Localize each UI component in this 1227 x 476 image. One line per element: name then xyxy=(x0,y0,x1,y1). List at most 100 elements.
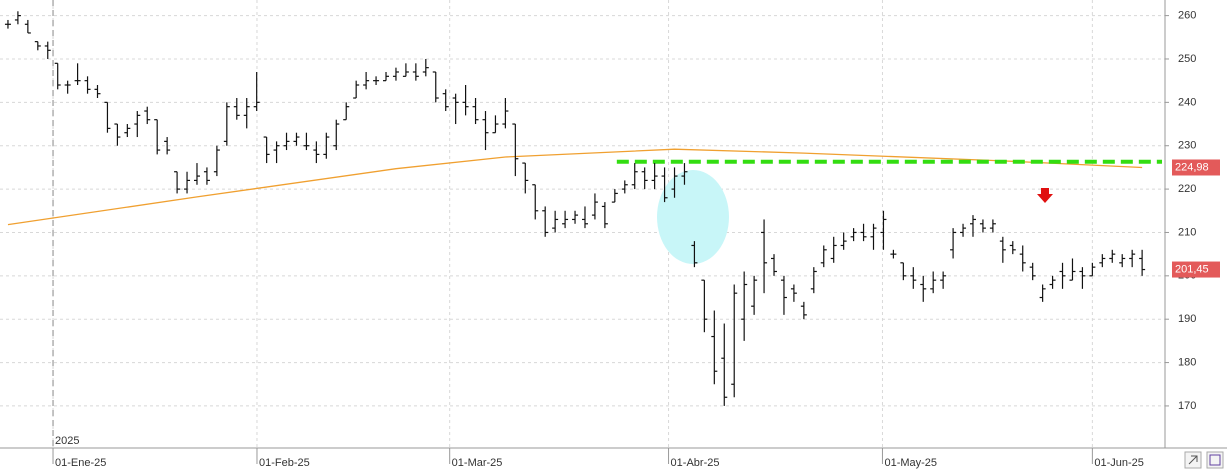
y-tick-label: 180 xyxy=(1178,356,1196,368)
ohlc-bar xyxy=(671,167,678,198)
x-tick-label: 01-Ene-25 xyxy=(55,457,106,469)
ohlc-bar xyxy=(890,249,897,259)
ohlc-bar xyxy=(263,136,270,164)
ohlc-bar xyxy=(174,171,181,194)
ohlc-bar xyxy=(950,228,957,259)
ohlc-bar xyxy=(621,180,628,194)
ohlc-bar xyxy=(1029,262,1036,281)
ohlc-bar xyxy=(611,189,618,203)
ohlc-bar xyxy=(373,76,380,86)
y-tick-label: 240 xyxy=(1178,96,1196,108)
ohlc-bar xyxy=(701,279,708,333)
ohlc-bar xyxy=(422,58,429,77)
ohlc-bar xyxy=(840,232,847,250)
ohlc-bar xyxy=(184,171,191,194)
ohlc-bar xyxy=(203,167,210,185)
x-tick-label: 01-Mar-25 xyxy=(452,457,503,469)
ohlc-bar xyxy=(383,71,390,82)
ohlc-bar xyxy=(691,241,698,268)
ohlc-bar xyxy=(751,275,758,315)
save-icon xyxy=(1209,454,1221,466)
ohlc-bar xyxy=(363,71,370,90)
ohlc-bar xyxy=(84,76,91,94)
ohlc-bar xyxy=(124,124,131,138)
ohlc-bar xyxy=(512,123,519,177)
ohlc-bar xyxy=(850,228,857,242)
ohlc-bar xyxy=(412,63,419,81)
x-tick-label: 01-Jun-25 xyxy=(1094,457,1144,469)
ohlc-bar xyxy=(979,219,986,233)
ohlc-bar xyxy=(721,323,728,406)
ohlc-bar xyxy=(134,111,141,138)
ohlc-bar xyxy=(273,141,280,164)
price-label: 224,98 xyxy=(1175,161,1209,173)
ohlc-bar xyxy=(193,163,200,185)
ohlc-bar xyxy=(24,19,31,34)
ohlc-bar xyxy=(1129,249,1136,268)
ohlc-bar xyxy=(810,267,817,294)
ohlc-bar xyxy=(144,106,151,125)
ohlc-bar xyxy=(164,137,171,155)
ohlc-bar xyxy=(969,215,976,237)
ohlc-bar xyxy=(233,98,240,120)
y-tick-label: 230 xyxy=(1178,140,1196,152)
highlight xyxy=(657,170,729,264)
ohlc-bar xyxy=(651,163,658,190)
ohlc-bar xyxy=(1079,267,1086,289)
ohlc-bar xyxy=(392,67,399,81)
ohlc-bar xyxy=(34,41,41,51)
ohlc-bar xyxy=(1059,262,1066,289)
ohlc-bar xyxy=(213,145,220,177)
ohlc-bar xyxy=(542,206,549,237)
ohlc-bar xyxy=(502,98,509,129)
down-arrow xyxy=(1037,188,1053,203)
ohlc-bar xyxy=(930,271,937,294)
ohlc-bar xyxy=(830,236,837,263)
ohlc-bar xyxy=(14,11,21,25)
ohlc-bar xyxy=(552,210,559,233)
price-label: 201,45 xyxy=(1175,263,1209,275)
ohlc-bar xyxy=(104,101,111,133)
ohlc-bar xyxy=(1139,249,1146,276)
save-button[interactable] xyxy=(1206,451,1224,469)
ohlc-bar xyxy=(631,163,638,190)
ohlc-bar xyxy=(452,93,459,125)
ohlc-bar xyxy=(581,206,588,229)
ohlc-bar xyxy=(74,63,81,86)
ohlc-bar xyxy=(114,123,121,146)
ohlc-bar xyxy=(323,132,330,159)
price-label-box xyxy=(1172,159,1220,176)
ohlc-bar xyxy=(482,111,489,151)
ohlc-bar xyxy=(641,167,648,190)
ohlc-bar xyxy=(333,119,340,151)
ohlc-bar xyxy=(920,275,927,302)
ohlc-bar xyxy=(1039,284,1046,302)
ohlc-bar xyxy=(442,89,449,112)
ohlc-bar xyxy=(223,102,230,146)
ohlc-bar xyxy=(960,223,967,237)
ohlc-bar xyxy=(999,236,1006,263)
ohlc-bar xyxy=(343,102,350,121)
ohlc-bar xyxy=(572,210,579,224)
ohlc-bar xyxy=(253,71,260,112)
ohlc-bar xyxy=(154,119,161,155)
ohlc-bar xyxy=(940,271,947,289)
y-tick-label: 210 xyxy=(1178,226,1196,238)
price-label-box xyxy=(1172,261,1220,278)
y-tick-label: 260 xyxy=(1178,10,1196,22)
ohlc-bar xyxy=(1019,245,1026,272)
ohlc-bar xyxy=(1009,241,1016,255)
ohlc-bar xyxy=(800,301,807,320)
ohlc-bar xyxy=(761,219,768,294)
ohlc-bar xyxy=(681,163,688,185)
ohlc-bar xyxy=(771,254,778,276)
ohlc-bar xyxy=(731,284,738,398)
ohlc-bar xyxy=(492,115,499,134)
y-tick-label: 250 xyxy=(1178,53,1196,65)
ohlc-bar xyxy=(1099,254,1106,268)
ohlc-bar xyxy=(4,19,11,29)
ohlc-bar xyxy=(243,98,250,129)
ohlc-bar xyxy=(293,132,300,146)
ohlc-bar xyxy=(741,271,748,341)
